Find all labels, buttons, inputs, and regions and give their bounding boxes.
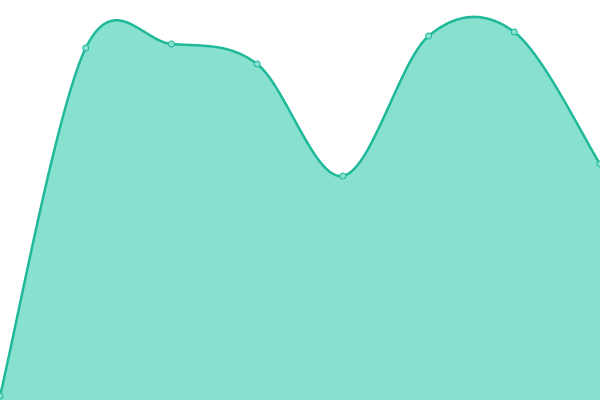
point <box>253 60 261 68</box>
point <box>596 160 600 168</box>
area-fill <box>0 16 600 400</box>
point <box>167 40 175 48</box>
point <box>82 44 90 52</box>
point <box>425 32 433 40</box>
point <box>510 28 518 36</box>
area-line <box>0 15 600 397</box>
point <box>0 392 4 400</box>
point <box>339 172 347 180</box>
